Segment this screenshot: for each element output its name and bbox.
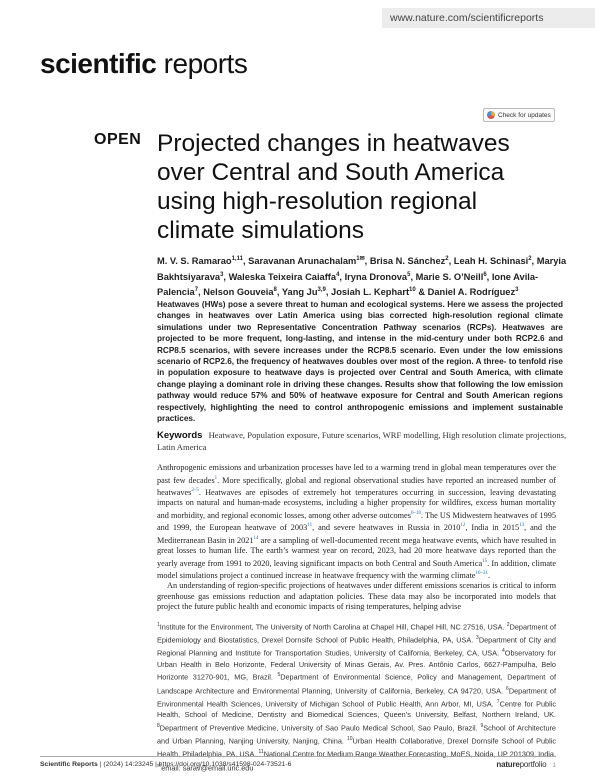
author-name[interactable]: Nelson Gouveia bbox=[203, 287, 274, 298]
keywords-text: Heatwave, Population exposure, Future sc… bbox=[157, 430, 567, 452]
journal-logo-bold: scientific bbox=[40, 48, 157, 79]
author-name[interactable]: Daniel A. Rodríguez bbox=[427, 287, 516, 298]
author-name[interactable]: Leah H. Schinasi bbox=[453, 256, 529, 267]
affiliation-marker: 7 bbox=[496, 698, 500, 705]
footer-citation: Scientific Reports | (2024) 14:23245 | h… bbox=[40, 761, 292, 768]
article-title: Projected changes in heatwaves over Cent… bbox=[157, 130, 510, 244]
article-body: Anthropogenic emissions and urbanization… bbox=[157, 463, 556, 613]
citation-link[interactable]: 13 bbox=[519, 523, 525, 529]
affiliation-marker: 10 bbox=[346, 736, 353, 743]
footer-brand-area: natureportfolio 1 bbox=[496, 760, 556, 769]
open-access-label: OPEN bbox=[94, 131, 142, 148]
affiliation-marker: 6 bbox=[506, 685, 509, 692]
author-affiliation-marker: 3 bbox=[515, 287, 519, 294]
author-affiliation-marker: 7 bbox=[194, 287, 199, 294]
crossmark-icon bbox=[487, 111, 495, 119]
page-footer: Scientific Reports | (2024) 14:23245 | h… bbox=[40, 760, 556, 769]
author-name[interactable]: Yang Ju bbox=[281, 287, 318, 298]
affiliation-text: School of Architecture and Urban Plannin… bbox=[157, 723, 556, 746]
citation-link[interactable]: 6–10 bbox=[410, 510, 421, 516]
author-affiliation-marker: 8 bbox=[273, 287, 277, 294]
author-name[interactable]: Josiah L. Kephart bbox=[331, 287, 410, 298]
author-affiliation-marker: 6 bbox=[483, 271, 487, 278]
affiliation-text: Institute for the Environment, The Unive… bbox=[159, 622, 507, 632]
body-paragraph-1: Anthropogenic emissions and urbanization… bbox=[157, 463, 556, 580]
author-affiliation-marker: 1✉ bbox=[356, 256, 365, 262]
affiliation-marker: 4 bbox=[501, 648, 505, 655]
affiliation-marker: 3 bbox=[476, 635, 479, 642]
affiliation-marker: ✉ bbox=[157, 762, 162, 769]
affiliation-text: email: sarav@email.unc.edu bbox=[161, 762, 254, 772]
affiliation-marker: 5 bbox=[277, 672, 281, 679]
journal-url[interactable]: www.nature.com/scientificreports bbox=[382, 8, 595, 28]
affiliation-text: Department of Environmental Health Scien… bbox=[157, 686, 556, 709]
footer-divider bbox=[40, 756, 556, 757]
check-for-updates-button[interactable]: Check for updates bbox=[483, 108, 555, 122]
author-name[interactable]: Maryia Bakhtsiyarava bbox=[157, 256, 567, 282]
affiliation-marker: 9 bbox=[480, 722, 484, 729]
affiliations: 1Institute for the Environment, The Univ… bbox=[157, 620, 556, 774]
affiliation-marker: 11 bbox=[258, 749, 264, 756]
keywords: Keywords Heatwave, Population exposure, … bbox=[157, 430, 567, 453]
author-affiliation-marker: 1,11 bbox=[231, 256, 243, 262]
affiliation-text: Centre for Public Health, School of Medi… bbox=[157, 699, 556, 720]
author-name[interactable]: Waleska Teixeira Caiaffa bbox=[228, 271, 337, 282]
author-affiliation-marker: 3 bbox=[220, 271, 224, 278]
author-list: M. V. S. Ramarao1,11, Saravanan Arunacha… bbox=[157, 256, 567, 298]
affiliation-text: Observatory for Urban Health in Belo Hor… bbox=[157, 648, 556, 682]
author-name[interactable]: Saravanan Arunachalam bbox=[248, 256, 357, 267]
citation-link[interactable]: 1 bbox=[214, 475, 218, 481]
citation-link[interactable]: 16–21 bbox=[475, 570, 488, 576]
affiliation-text: Department of Preventive Medicine, Unive… bbox=[159, 723, 481, 733]
citation-link[interactable]: 15 bbox=[482, 558, 488, 564]
author-name[interactable]: Marie S. O’Neill bbox=[415, 271, 484, 282]
citation-link[interactable]: 12 bbox=[460, 523, 466, 529]
journal-logo: scientific reports bbox=[40, 48, 248, 80]
affiliation-text: National Centre for Medium Range Weather… bbox=[263, 749, 557, 759]
journal-logo-regular: reports bbox=[156, 48, 248, 79]
keywords-label: Keywords bbox=[157, 430, 203, 441]
author-affiliation-marker: 10 bbox=[409, 287, 416, 294]
check-for-updates-label: Check for updates bbox=[498, 111, 551, 119]
footer-volume: (2024) 14:23245 bbox=[103, 761, 154, 768]
author-name[interactable]: M. V. S. Ramarao bbox=[157, 256, 232, 267]
author-name[interactable]: Ione Avila-Palencia bbox=[157, 271, 539, 298]
affiliation-marker: 8 bbox=[157, 722, 160, 729]
citation-link[interactable]: 2–5 bbox=[191, 487, 199, 493]
affiliation-text: Urban Health Collaborative, Drexel Dorns… bbox=[157, 736, 556, 759]
body-paragraph-2: An understanding of region-specific proj… bbox=[157, 581, 556, 612]
affiliation-marker: 1 bbox=[157, 622, 160, 628]
publisher-logo: natureportfolio bbox=[496, 760, 547, 769]
page-number: 1 bbox=[552, 762, 556, 769]
author-affiliation-marker: 2 bbox=[528, 256, 532, 262]
author-affiliation-marker: 5 bbox=[407, 271, 411, 278]
author-affiliation-marker: 3,9 bbox=[317, 287, 326, 294]
citation-link[interactable]: 11 bbox=[307, 523, 313, 529]
affiliation-marker: 2 bbox=[506, 622, 510, 628]
author-name[interactable]: Iryna Dronova bbox=[344, 271, 408, 282]
author-affiliation-marker: 2 bbox=[445, 256, 449, 262]
affiliation-text: Department of Epidemiology and Biostatis… bbox=[157, 622, 556, 645]
author-affiliation-marker: 4 bbox=[336, 271, 340, 278]
affiliation-text: Department of City and Regional Planning… bbox=[157, 635, 556, 658]
footer-doi-link[interactable]: https://doi.org/10.1038/s41598-024-73521… bbox=[158, 761, 292, 768]
author-name[interactable]: Brisa N. Sánchez bbox=[369, 256, 446, 267]
citation-link[interactable]: 14 bbox=[253, 535, 259, 541]
footer-journal: Scientific Reports bbox=[40, 761, 98, 768]
affiliation-text: Department of Environmental Science, Pol… bbox=[157, 672, 556, 696]
abstract: Heatwaves (HWs) pose a severe threat to … bbox=[157, 300, 563, 424]
